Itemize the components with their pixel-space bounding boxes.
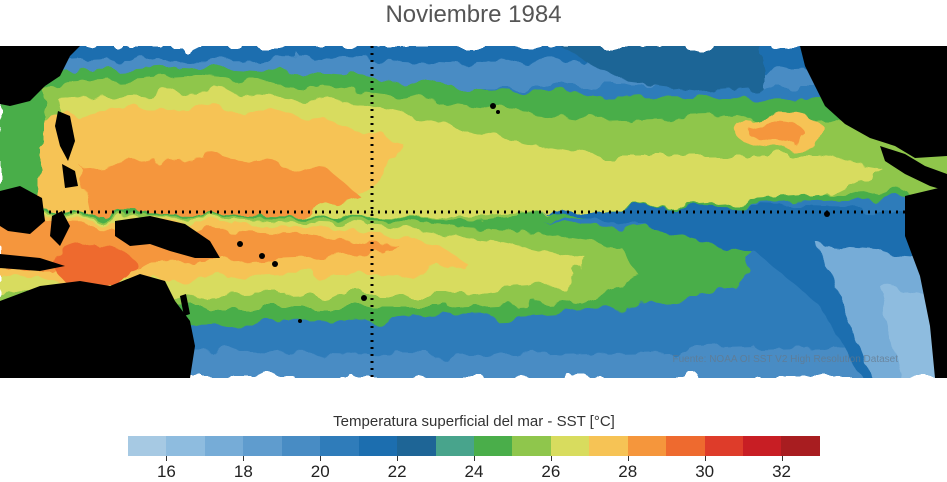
sst-map: Fuente: NOAA OI SST V2 High Resolution D…: [0, 46, 947, 378]
source-credit: Fuente: NOAA OI SST V2 High Resolution D…: [673, 354, 899, 365]
colorbar-tick-label: 28: [618, 462, 638, 481]
galapagos-island: [824, 211, 830, 217]
colorbar-tick-label: 30: [695, 462, 715, 481]
colorbar-segment: [550, 436, 590, 456]
new-guinea-landmass: [115, 216, 220, 258]
colorbar-segment: [666, 436, 705, 456]
island: [272, 261, 278, 267]
colorbar-tick-label: 24: [464, 462, 484, 481]
colorbar-tick-mark: [397, 456, 399, 461]
island: [237, 241, 243, 247]
borneo-landmass: [0, 186, 45, 234]
colorbar: [128, 436, 820, 456]
java-landmass: [0, 254, 65, 271]
colorbar-tick-label: 20: [310, 462, 330, 481]
colorbar-segment: [435, 436, 474, 456]
colorbar-segment: [243, 436, 282, 456]
philippines-south-landmass: [62, 164, 78, 188]
australia-cape: [180, 294, 190, 316]
central-america-landmass: [880, 146, 947, 191]
colorbar-tick-mark: [704, 456, 706, 461]
colorbar-segment: [281, 436, 321, 456]
colorbar-tick-mark: [781, 456, 783, 461]
colorbar-ticks: 16 18 20 22 24 26 28 30 32: [128, 456, 820, 481]
colorbar-segment: [204, 436, 244, 456]
colorbar-tick-label: 18: [233, 462, 253, 481]
colorbar-segment: [397, 436, 436, 456]
colorbar-tick-mark: [474, 456, 475, 461]
map-title: Noviembre 1984: [385, 1, 562, 28]
colorbar-tick-label: 16: [156, 462, 176, 481]
colorbar-label: Temperatura superficial del mar - SST [°…: [333, 413, 615, 430]
colorbar-segment: [704, 436, 743, 456]
colorbar-segment: [128, 436, 167, 456]
sulawesi-landmass: [50, 211, 70, 246]
colorbar-segment: [358, 436, 398, 456]
hawaii-island: [496, 110, 500, 114]
colorbar-segment: [589, 436, 628, 456]
hispaniola-island: [905, 101, 930, 107]
colorbar-tick-mark: [320, 456, 322, 461]
north-america-landmass: [800, 46, 947, 158]
island: [259, 253, 265, 259]
colorbar-segment: [512, 436, 551, 456]
land-masses: [0, 46, 947, 378]
colorbar-tick-mark: [627, 456, 629, 461]
colorbar-tick-mark: [550, 456, 552, 461]
asia-landmass: [0, 46, 80, 106]
colorbar-segment: [781, 436, 820, 456]
island: [298, 319, 302, 323]
australia-landmass: [0, 274, 195, 378]
colorbar-segment: [743, 436, 782, 456]
colorbar-tick-mark: [166, 456, 168, 461]
island: [361, 295, 367, 301]
colorbar-tick-label: 22: [387, 462, 407, 481]
colorbar-segment: [320, 436, 359, 456]
south-america-landmass: [905, 186, 947, 378]
hawaii-island: [490, 103, 496, 109]
colorbar-segment: [473, 436, 513, 456]
philippines-landmass: [55, 111, 75, 161]
colorbar-segment: [166, 436, 205, 456]
colorbar-segment: [627, 436, 667, 456]
colorbar-tick-label: 26: [541, 462, 561, 481]
colorbar-tick-label: 32: [772, 462, 791, 481]
cuba-island: [855, 86, 895, 91]
colorbar-tick-mark: [243, 456, 245, 461]
